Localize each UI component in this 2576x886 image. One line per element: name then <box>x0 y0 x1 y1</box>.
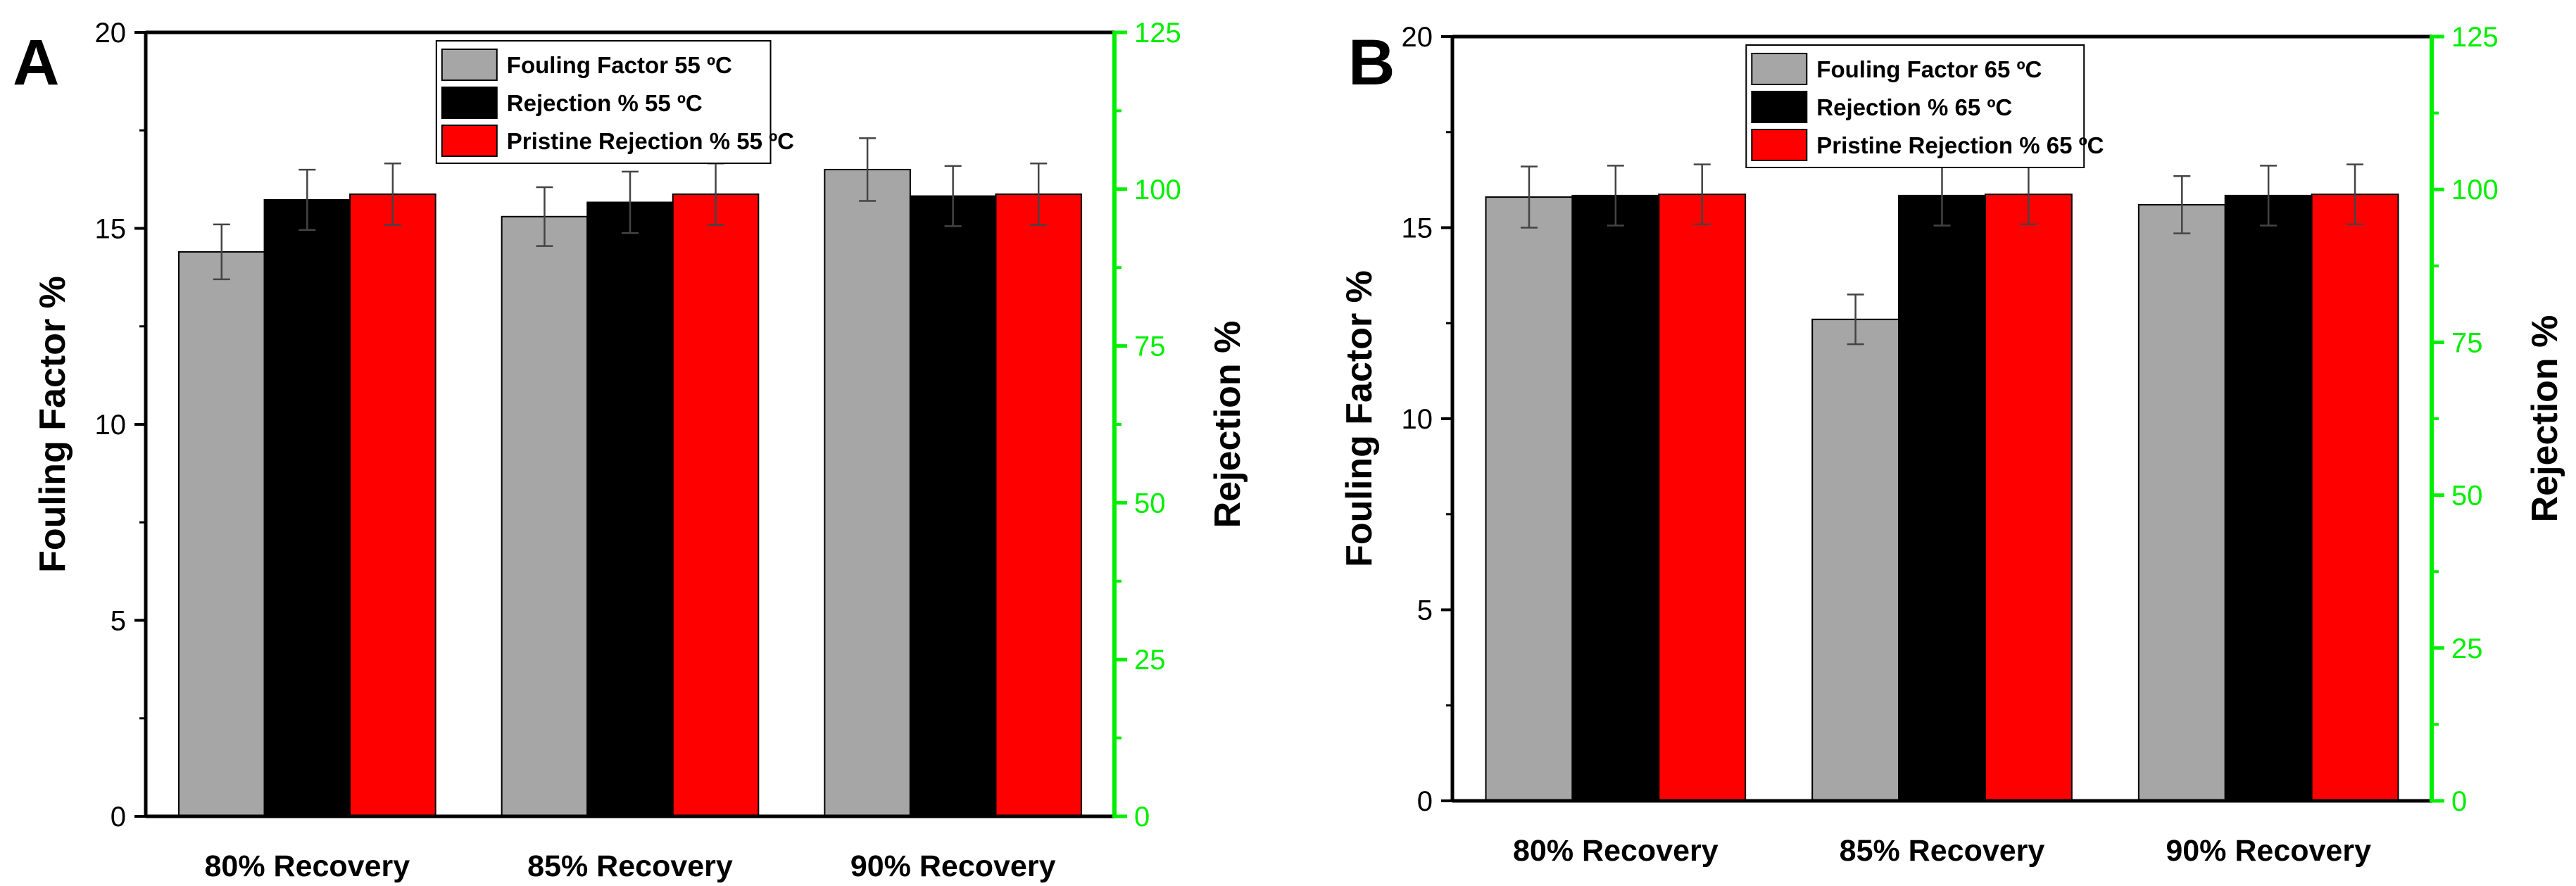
y2-tick-label: 75 <box>1134 331 1166 362</box>
legend-swatch <box>441 87 498 119</box>
legend: Fouling Factor 65 ºC Rejection % 65 ºC Pri… <box>1745 44 2104 168</box>
bar <box>2224 194 2313 802</box>
chart-panel-a: A 80% Recovery 85% Recovery 90% Recovery 0 5 1… <box>13 18 1248 883</box>
y-tick-label: 10 <box>1402 404 1433 435</box>
error-bar <box>622 170 639 234</box>
x-tick-label: 85% Recovery <box>527 849 733 883</box>
legend-swatch <box>1751 91 1808 123</box>
panel-label: B <box>1348 27 1395 99</box>
bar <box>1485 196 1573 802</box>
error-bar <box>213 223 230 281</box>
y2-tick-label: 0 <box>1134 802 1150 833</box>
y2-tick-label: 125 <box>1134 18 1181 49</box>
legend-label: Rejection % 55 ºC <box>507 90 703 116</box>
x-tick-label: 90% Recovery <box>2166 834 2371 868</box>
y2-axis-title: Rejection % <box>2525 315 2565 523</box>
error-bar <box>1520 165 1538 229</box>
y-tick-label: 0 <box>111 802 126 833</box>
y2-tick-label: 50 <box>2451 481 2483 512</box>
y2-tick-label: 75 <box>2451 327 2483 358</box>
bar <box>1898 194 1986 802</box>
y-tick-label: 0 <box>1417 786 1433 817</box>
error-bar <box>384 163 401 226</box>
bar <box>1571 194 1660 802</box>
legend-label: Pristine Rejection % 55 ºC <box>507 128 794 154</box>
y-axis-title: Fouling Factor % <box>1339 270 1380 567</box>
legend-swatch <box>1751 53 1808 85</box>
y2-tick-label: 100 <box>1134 175 1181 205</box>
error-bar <box>944 165 962 227</box>
error-bar <box>1693 163 1711 225</box>
error-bar <box>859 137 877 202</box>
bar <box>995 193 1082 817</box>
y-tick-label: 15 <box>1402 213 1433 244</box>
x-tick-label: 90% Recovery <box>850 849 1056 883</box>
x-tick-label: 80% Recovery <box>205 849 410 883</box>
error-bar <box>299 168 316 231</box>
bar <box>1658 194 1747 802</box>
y-tick-label: 5 <box>111 606 126 637</box>
legend-label: Fouling Factor 65 ºC <box>1816 56 2042 82</box>
y-tick-label: 10 <box>95 410 127 441</box>
bar <box>1984 194 2073 802</box>
legend: Fouling Factor 55 ºC Rejection % 55 ºC Pri… <box>435 40 794 164</box>
legend-label: Fouling Factor 55 ºC <box>507 52 732 78</box>
y-axis-title: Fouling Factor % <box>32 276 73 573</box>
bar <box>501 215 589 818</box>
legend-label: Rejection % 65 ºC <box>1816 94 2012 120</box>
y2-tick-label: 100 <box>2451 175 2499 205</box>
error-bar <box>2346 163 2364 225</box>
x-tick-label: 80% Recovery <box>1513 834 1719 868</box>
error-bar <box>1847 293 1864 346</box>
bar <box>909 195 997 817</box>
error-bar <box>1607 165 1624 227</box>
y-tick-label: 20 <box>95 18 127 49</box>
bar <box>1811 318 1900 802</box>
error-bar <box>2173 175 2191 234</box>
y2-tick-label: 25 <box>1134 645 1166 676</box>
legend-swatch <box>441 49 498 81</box>
bar <box>2311 194 2399 802</box>
error-bar <box>2260 165 2277 227</box>
y2-tick-label: 0 <box>2451 786 2467 817</box>
y-tick-label: 20 <box>1402 22 1433 53</box>
y2-tick-label: 25 <box>2451 633 2483 664</box>
y-tick-label: 15 <box>95 214 127 245</box>
bar <box>178 251 265 818</box>
panel-label: A <box>13 27 59 99</box>
y-tick-label: 5 <box>1417 595 1433 626</box>
bar <box>586 201 674 817</box>
bar <box>672 193 760 817</box>
error-bar <box>536 186 553 247</box>
chart-panel-b: B 80% Recovery 85% Recovery 90% Recovery 0 5 1… <box>1339 22 2565 868</box>
error-bar <box>1030 163 1048 226</box>
x-tick-label: 85% Recovery <box>1840 834 2045 868</box>
bar <box>349 193 436 817</box>
bar <box>2137 203 2226 802</box>
legend-swatch <box>1751 129 1808 161</box>
legend-label: Pristine Rejection % 65 ºC <box>1816 132 2104 158</box>
y2-tick-label: 125 <box>2451 22 2499 53</box>
bar <box>263 198 351 818</box>
legend-swatch <box>441 125 498 157</box>
y2-tick-label: 50 <box>1134 488 1166 519</box>
y2-axis-title: Rejection % <box>1207 321 1248 529</box>
bar <box>824 168 911 817</box>
